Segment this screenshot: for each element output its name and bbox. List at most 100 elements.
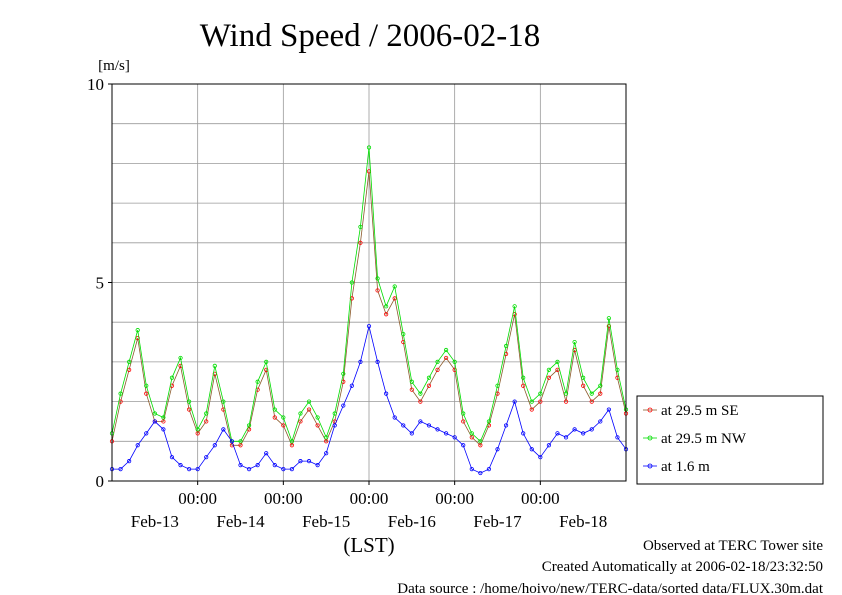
data-point — [144, 431, 149, 436]
series-layer — [109, 145, 629, 476]
data-point — [418, 399, 423, 404]
data-point — [289, 443, 294, 448]
data-point — [358, 224, 363, 230]
x-time-tick-label: 00:00 — [264, 489, 303, 508]
data-point — [615, 367, 620, 372]
x-date-tick-label: Feb-17 — [473, 512, 522, 531]
data-point — [135, 443, 140, 448]
x-tick-labels: 00:00 00:00 00:00 00:00 00:00 Feb-13 Feb-14 Feb… — [131, 481, 607, 531]
data-point — [195, 466, 200, 472]
legend-label: at 29.5 m SE — [661, 403, 739, 419]
data-point — [589, 391, 594, 396]
legend-label: at 29.5 m NW — [661, 431, 747, 447]
data-point — [546, 367, 552, 372]
data-point — [178, 355, 183, 361]
data-point — [144, 383, 149, 388]
data-point — [384, 304, 389, 309]
data-point — [443, 347, 449, 353]
data-point — [529, 399, 534, 404]
data-point — [495, 383, 500, 388]
data-point — [401, 332, 406, 337]
data-point — [281, 415, 286, 420]
data-point — [272, 415, 277, 420]
data-point — [315, 423, 320, 428]
data-point — [289, 466, 294, 472]
data-point — [503, 343, 509, 349]
data-point — [306, 399, 312, 404]
legend-box — [636, 395, 824, 485]
data-point — [341, 371, 346, 376]
data-point — [521, 383, 526, 388]
data-point — [469, 431, 474, 436]
data-point — [521, 375, 526, 380]
data-point — [615, 435, 620, 440]
data-point — [195, 431, 200, 436]
data-point — [512, 304, 517, 309]
data-point — [495, 447, 500, 452]
data-point — [606, 316, 611, 321]
data-point — [298, 419, 303, 424]
y-tick-label: 10 — [87, 75, 104, 94]
x-date-tick-label: Feb-15 — [302, 512, 350, 531]
data-point — [478, 439, 483, 444]
observed-note: Observed at TERC Tower site — [643, 538, 823, 554]
legend-swatch-marker — [647, 463, 653, 469]
data-point — [246, 466, 252, 472]
data-point — [538, 455, 543, 460]
data-point — [144, 391, 149, 396]
data-point — [324, 439, 329, 444]
data-point — [435, 427, 440, 432]
data-point — [324, 451, 329, 456]
data-point — [366, 324, 372, 329]
data-point — [546, 443, 552, 448]
data-point — [366, 145, 372, 150]
legend-items: at 29.5 m SE at 29.5 m NW at 1.6 m — [643, 403, 747, 475]
data-point — [375, 359, 380, 364]
data-point — [178, 463, 183, 468]
data-point — [246, 423, 252, 428]
data-point — [238, 439, 243, 444]
data-point — [461, 419, 466, 424]
data-point — [152, 411, 157, 416]
data-point — [589, 399, 594, 404]
data-point — [581, 375, 586, 380]
legend-swatch-marker — [647, 407, 653, 413]
data-point — [563, 399, 569, 404]
data-point — [264, 451, 269, 456]
data-point — [409, 387, 414, 392]
data-point — [135, 335, 140, 341]
data-point — [443, 431, 449, 436]
data-point — [255, 463, 260, 468]
data-point — [289, 439, 294, 444]
data-point — [418, 391, 423, 396]
data-point — [572, 427, 577, 432]
data-point — [187, 399, 192, 404]
data-point — [204, 455, 209, 460]
data-point — [306, 407, 312, 412]
data-point — [349, 383, 354, 388]
legend-label: at 1.6 m — [661, 459, 710, 475]
data-point — [538, 399, 543, 404]
x-date-tick-label: Feb-18 — [559, 512, 607, 531]
data-point — [563, 435, 569, 440]
data-point — [298, 459, 303, 464]
x-date-tick-label: Feb-13 — [131, 512, 179, 531]
data-point — [555, 431, 560, 436]
created-note: Created Automatically at 2006-02-18/23:3… — [542, 559, 823, 575]
data-point — [135, 328, 140, 333]
y-tick-label: 0 — [96, 472, 105, 491]
data-point — [581, 383, 586, 388]
data-point — [529, 447, 534, 452]
data-point — [375, 276, 380, 281]
series-3 — [109, 324, 629, 476]
data-point — [169, 455, 175, 460]
data-point — [469, 466, 474, 472]
data-point — [272, 463, 277, 468]
chart-title: Wind Speed / 2006-02-18 — [200, 18, 541, 54]
data-point — [598, 391, 603, 396]
data-point — [598, 383, 603, 388]
x-time-tick-label: 00:00 — [178, 489, 217, 508]
x-axis-label: (LST) — [343, 533, 394, 557]
data-point — [281, 423, 286, 428]
